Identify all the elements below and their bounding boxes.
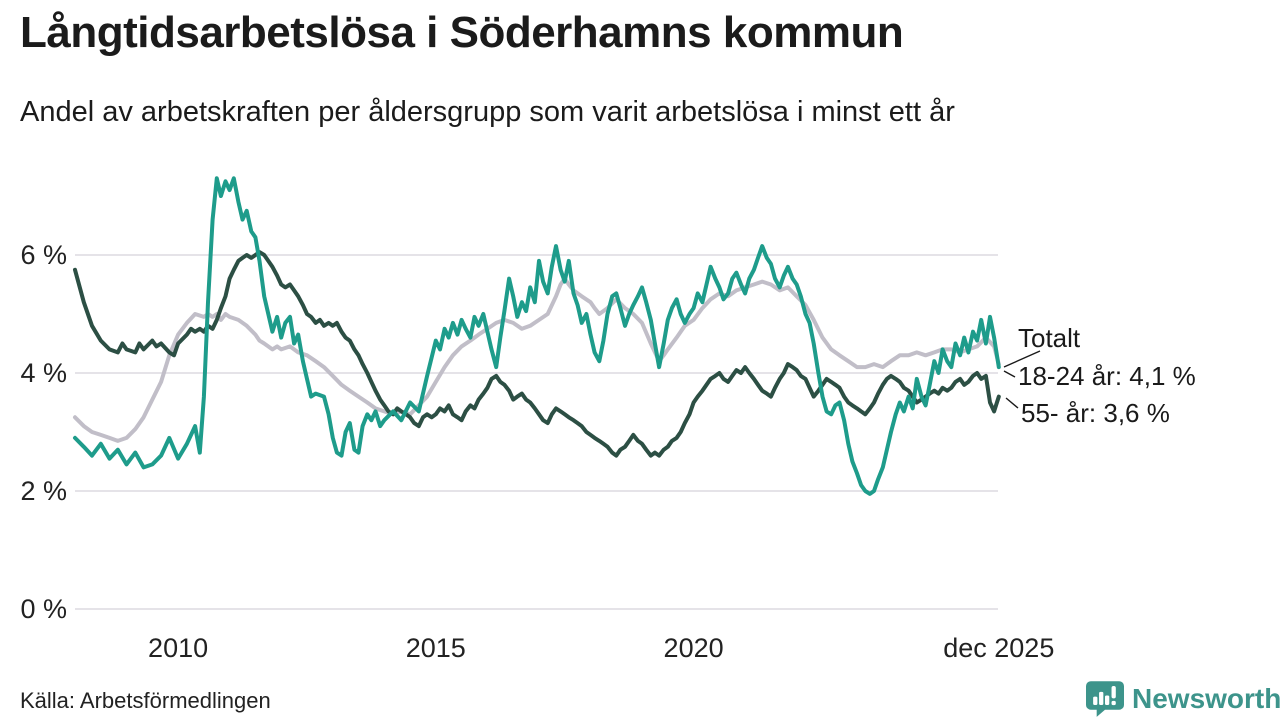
series-line-young xyxy=(73,176,1001,496)
series-lines xyxy=(73,176,1001,496)
end-label-young: 18-24 år: 4,1 % xyxy=(1018,361,1196,391)
y-axis-labels: 0 % 2 % 4 % 6 % xyxy=(20,240,67,624)
newsworthy-bubble-chart-icon xyxy=(1086,681,1124,717)
page-subtitle: Andel av arbetskraften per åldersgrupp s… xyxy=(20,96,955,128)
x-tick-label: 2020 xyxy=(664,633,724,663)
label-connector-young xyxy=(1003,370,1016,378)
end-label-old: 55- år: 3,6 % xyxy=(1021,398,1170,428)
y-tick-label: 6 % xyxy=(20,240,67,270)
page-title: Långtidsarbetslösa i Söderhamns kommun xyxy=(20,8,904,57)
x-tick-label: 2010 xyxy=(148,633,208,663)
newsworthy-logo-text: Newsworthy xyxy=(1132,683,1280,714)
series-line-totalt xyxy=(73,276,1001,443)
gridlines xyxy=(75,254,998,610)
series-end-labels: Totalt 55- år: 3,6 % 18-24 år: 4,1 % xyxy=(1018,323,1196,428)
series-line-old xyxy=(73,250,1001,458)
x-tick-label: dec 2025 xyxy=(943,633,1054,663)
end-label-totalt: Totalt xyxy=(1018,323,1081,353)
y-tick-label: 2 % xyxy=(20,476,67,506)
y-tick-label: 0 % xyxy=(20,594,67,624)
newsworthy-logo: Newsworthy xyxy=(1086,681,1280,717)
x-axis-labels: 2010 2015 2020 dec 2025 xyxy=(148,633,1054,663)
source-caption: Källa: Arbetsförmedlingen xyxy=(20,688,271,713)
x-tick-label: 2015 xyxy=(406,633,466,663)
label-connector-totalt xyxy=(1003,350,1041,368)
y-tick-label: 4 % xyxy=(20,358,67,388)
label-connectors xyxy=(1003,350,1041,409)
label-connector-old xyxy=(1005,397,1019,409)
